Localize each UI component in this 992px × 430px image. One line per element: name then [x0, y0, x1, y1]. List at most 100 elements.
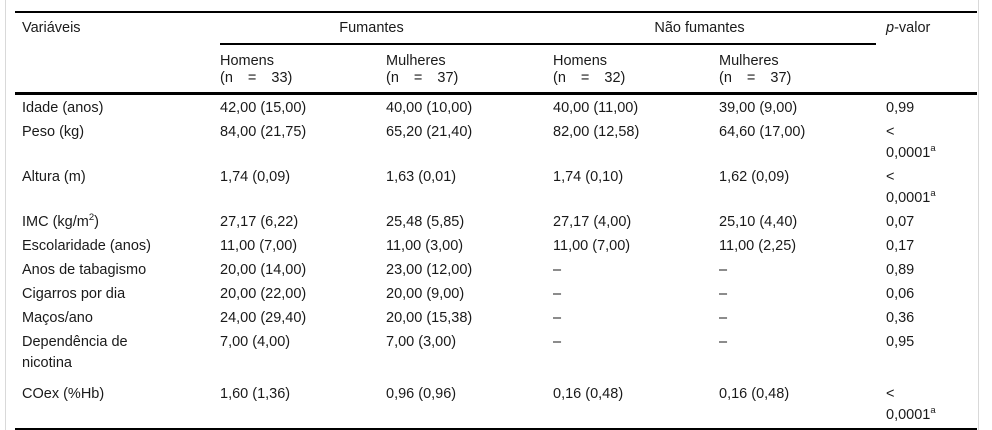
p-value-line1: < [886, 385, 895, 402]
value-cell: 20,00 (22,00) [220, 285, 307, 302]
value-cell-empty: – [719, 309, 728, 326]
value-cell: 25,10 (4,40) [719, 213, 798, 230]
value-cell: 1,60 (1,36) [220, 385, 291, 402]
p-value-cell: 0,06 [886, 285, 915, 302]
subheader-n-count: (n = 32) [553, 70, 626, 86]
value-cell: 0,96 (0,96) [386, 385, 457, 402]
subheader-fumantes-mulheres: Mulheres (n = 37) [386, 44, 554, 95]
column-header-variaveis: Variáveis [15, 12, 220, 95]
subheader-n-count: (n = 33) [220, 70, 293, 86]
row-label: Peso (kg) [22, 123, 85, 140]
subheader-nao-fumantes-mulheres: Mulheres (n = 37) [719, 44, 877, 95]
value-cell: 27,17 (4,00) [553, 213, 632, 230]
table-row-cigarros-dia: Cigarros por dia 20,00 (22,00) 20,00 (9,… [15, 281, 977, 305]
row-label: Anos de tabagismo [22, 261, 147, 278]
column-group-nao-fumantes: Não fumantes [553, 12, 877, 45]
paper-sheet: Variáveis Fumantes Não fumantes p-valor … [5, 0, 979, 430]
row-label: Altura (m) [22, 168, 86, 185]
row-label-cell: Cigarros por dia [15, 281, 220, 305]
row-label-cell: Peso (kg) [15, 119, 220, 164]
subheader-sex-label: Mulheres [386, 53, 446, 69]
value-cell: 65,20 (21,40) [386, 123, 473, 140]
p-value-line1: < [886, 123, 895, 140]
table-row-altura: Altura (m) 1,74 (0,09) 1,63 (0,01) 1,74 … [15, 164, 977, 209]
value-cell: 27,17 (6,22) [220, 213, 299, 230]
value-cell: 11,00 (3,00) [386, 237, 464, 254]
p-value-cell: 0,07 [886, 213, 915, 230]
row-label-cell: IMC (kg/m2) [15, 209, 220, 233]
row-label: COex (%Hb) [22, 385, 105, 402]
value-cell: 0,16 (0,48) [553, 385, 624, 402]
value-cell-empty: – [719, 285, 728, 302]
p-value-line2: 0,0001 [886, 406, 931, 423]
row-label: Maços/ano [22, 309, 93, 326]
p-value-line2: 0,0001 [886, 144, 931, 161]
value-cell: 1,63 (0,01) [386, 168, 457, 185]
subheader-sex-label: Mulheres [719, 53, 779, 69]
value-cell: 40,00 (11,00) [553, 99, 639, 116]
row-label: Dependência de nicotina [22, 333, 128, 371]
row-label-cell: Maços/ano [15, 305, 220, 329]
subheader-n-count: (n = 37) [719, 70, 792, 86]
value-cell: 84,00 (21,75) [220, 123, 307, 140]
value-cell-empty: – [553, 309, 562, 326]
row-label-superscript: 2 [88, 211, 95, 223]
row-label: Idade (anos) [22, 99, 104, 116]
p-value-footnote-marker: a [930, 404, 936, 416]
p-valor-suffix: -valor [894, 20, 931, 36]
subheader-nao-fumantes-homens: Homens (n = 32) [553, 44, 720, 95]
value-cell: 7,00 (4,00) [220, 333, 291, 350]
p-value-line2: 0,0001 [886, 189, 931, 206]
value-cell-empty: – [719, 333, 728, 350]
row-label: IMC (kg/m2) [22, 212, 99, 233]
row-label-cell: Altura (m) [15, 164, 220, 209]
p-value-cell: 0,89 [886, 261, 915, 278]
header-row-subgroups: Homens (n = 33) Mulheres (n = 37) Homens… [15, 44, 977, 95]
table-row-escolaridade: Escolaridade (anos) 11,00 (7,00) 11,00 (… [15, 233, 977, 257]
subheader-sex-label: Homens [553, 53, 608, 69]
value-cell: 20,00 (15,38) [386, 309, 473, 326]
value-cell: 0,16 (0,48) [719, 385, 790, 402]
p-value-cell: 0,99 [886, 99, 915, 116]
row-label-cell: Dependência de nicotina [15, 329, 220, 381]
p-value-cell: 0,95 [886, 333, 915, 350]
p-value-cell: 0,17 [886, 237, 915, 254]
p-value-cell: <0,0001a [876, 119, 977, 164]
value-cell: 40,00 (10,00) [386, 99, 473, 116]
table-row-imc: IMC (kg/m2) 27,17 (6,22) 25,48 (5,85) 27… [15, 209, 977, 233]
row-label-cell: Idade (anos) [15, 93, 220, 119]
row-label-post: ) [94, 213, 99, 230]
value-cell: 23,00 (12,00) [386, 261, 473, 278]
p-value-cell: 0,36 [886, 309, 915, 326]
p-value-footnote-marker: a [930, 187, 936, 199]
p-value-line1: < [886, 168, 895, 185]
value-cell-empty: – [553, 333, 562, 350]
row-label-cell: Escolaridade (anos) [15, 233, 220, 257]
header-row-groups: Variáveis Fumantes Não fumantes p-valor [15, 12, 978, 95]
value-cell: 39,00 (9,00) [719, 99, 798, 116]
table-row-idade: Idade (anos) 42,00 (15,00) 40,00 (10,00)… [15, 93, 977, 119]
row-label-cell: COex (%Hb) [15, 381, 220, 429]
value-cell: 1,74 (0,10) [553, 168, 624, 185]
table-row-dependencia-nicotina: Dependência de nicotina 7,00 (4,00) 7,00… [15, 329, 977, 381]
subheader-n-count: (n = 37) [386, 70, 459, 86]
p-value-footnote-marker: a [930, 142, 936, 154]
value-cell: 11,00 (7,00) [220, 237, 298, 254]
p-value-cell: <0,0001a [876, 381, 977, 429]
p-valor-italic-p: p [886, 20, 895, 36]
row-label: Escolaridade (anos) [22, 237, 151, 254]
value-cell: 7,00 (3,00) [386, 333, 457, 350]
value-cell: 11,00 (2,25) [719, 237, 797, 254]
subheader-fumantes-homens: Homens (n = 33) [220, 44, 386, 95]
value-cell: 25,48 (5,85) [386, 213, 465, 230]
value-cell: 11,00 (7,00) [553, 237, 631, 254]
value-cell: 42,00 (15,00) [220, 99, 307, 116]
p-value-cell: <0,0001a [876, 164, 977, 209]
row-label-pre: IMC (kg/m [22, 213, 89, 230]
subheader-sex-label: Homens [220, 53, 274, 69]
value-cell-empty: – [553, 261, 562, 278]
value-cell: 24,00 (29,40) [220, 309, 307, 326]
value-cell: 20,00 (14,00) [220, 261, 307, 278]
value-cell: 82,00 (12,58) [553, 123, 640, 140]
